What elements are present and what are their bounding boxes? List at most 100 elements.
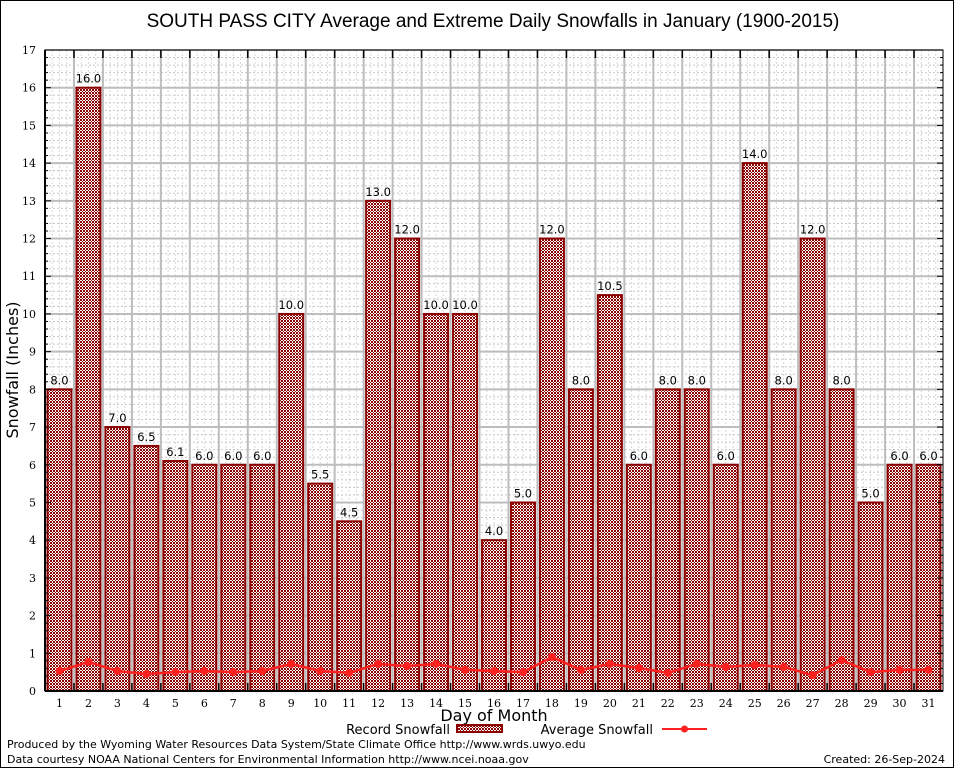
bar-label-day-17: 5.0 [514,486,532,500]
average-point-day-30 [895,665,904,674]
average-point-day-31 [924,665,933,674]
y-tick-label: 11 [22,270,36,283]
bar-day-22 [654,388,681,692]
legend-marker-average [681,725,688,733]
bar-day-9 [278,312,305,692]
x-tick-label: 8 [259,697,266,710]
bar-label-day-26: 8.0 [775,373,793,387]
x-tick-label: 11 [342,697,356,710]
bar-label-day-22: 8.0 [659,373,677,387]
average-point-day-16 [490,667,498,676]
bar-day-6 [191,463,218,692]
x-tick-label: 27 [806,697,820,710]
bar-day-18 [538,237,565,692]
x-tick-label: 20 [603,697,617,710]
footer-produced-by: Produced by the Wyoming Water Resources … [7,738,586,751]
bar-label-day-24: 6.0 [717,449,735,463]
bar-day-19 [567,388,594,692]
x-tick-label: 3 [114,697,121,710]
x-tick-label: 30 [893,697,907,710]
bar-label-day-12: 13.0 [365,185,391,199]
bar-day-29 [857,501,884,692]
bar-day-28 [828,388,855,692]
bar-day-3 [104,426,131,692]
bar-label-day-11: 4.5 [340,505,358,519]
bar-day-10 [307,482,334,692]
bar-day-25 [741,162,768,692]
bar-day-30 [886,463,913,692]
x-tick-label: 6 [201,697,208,710]
bar-label-day-1: 8.0 [50,373,68,387]
average-point-day-7 [229,668,238,677]
bar-label-day-14: 10.0 [423,298,449,312]
y-tick-label: 6 [29,459,36,472]
bar-label-day-15: 10.0 [452,298,478,312]
x-tick-label: 18 [545,697,559,710]
bar-day-27 [799,237,826,692]
average-point-day-8 [258,667,267,676]
bar-day-8 [249,463,276,692]
x-tick-label: 16 [487,697,501,710]
x-tick-label: 14 [429,697,443,710]
average-point-day-22 [663,668,672,677]
x-axis-title: Day of Month [440,706,547,725]
bar-label-day-6: 6.0 [195,449,213,463]
average-point-day-6 [200,667,209,676]
y-tick-label: 3 [29,572,36,585]
bar-label-day-9: 10.0 [278,298,304,312]
average-point-day-3 [113,667,122,676]
bar-day-21 [625,463,652,692]
x-tick-label: 29 [864,697,878,710]
average-point-day-19 [576,665,585,674]
bar-day-12 [365,199,392,693]
y-tick-label: 7 [29,421,36,434]
average-point-day-4 [142,670,151,679]
x-tick-label: 10 [313,697,327,710]
y-tick-label: 8 [29,383,36,396]
average-point-day-17 [518,668,527,677]
average-point-day-21 [634,663,643,672]
bar-label-day-28: 8.0 [832,373,850,387]
bar-label-day-29: 5.0 [861,486,879,500]
x-tick-label: 31 [922,697,936,710]
x-tick-label: 5 [172,697,179,710]
bar-day-11 [336,520,363,693]
average-point-day-20 [605,659,614,668]
bar-label-day-3: 7.0 [108,411,126,425]
average-point-day-1 [55,667,64,676]
x-tick-label: 24 [719,697,733,710]
x-tick-label: 12 [371,697,385,710]
average-point-day-27 [808,671,817,680]
bar-day-14 [423,312,450,692]
bar-label-day-27: 12.0 [800,223,826,237]
average-point-day-14 [432,659,441,668]
y-tick-label: 4 [29,534,36,547]
x-tick-label: 7 [230,697,237,710]
footer-created-date: Created: 26-Sep-2024 [824,753,945,766]
average-point-day-9 [287,659,296,668]
y-tick-label: 10 [22,308,36,321]
bar-label-day-5: 6.1 [166,445,184,459]
bar-day-7 [220,463,247,692]
bar-label-day-4: 6.5 [137,430,155,444]
bar-label-day-23: 8.0 [688,373,706,387]
bar-label-day-21: 6.0 [630,449,648,463]
y-tick-label: 9 [29,346,36,359]
y-tick-label: 12 [22,233,36,246]
average-point-day-13 [403,662,412,671]
axes [44,49,944,692]
y-tick-label: 16 [22,82,36,95]
x-tick-label: 4 [143,697,150,710]
bar-label-day-7: 6.0 [224,449,242,463]
bar-label-day-20: 10.5 [597,279,623,293]
x-tick-label: 28 [835,697,849,710]
average-point-day-23 [692,659,701,668]
average-point-day-11 [345,668,354,677]
bar-day-17 [509,501,536,692]
x-tick-label: 15 [458,697,472,710]
average-line [55,653,933,680]
bar-labels: 8.0 16.0 7.0 6.5 6.1 6.0 6.0 6.0 10.0 5.5 4.5 13.0 1… [50,72,937,538]
x-tick-label: 25 [748,697,762,710]
average-point-day-2 [84,657,93,666]
